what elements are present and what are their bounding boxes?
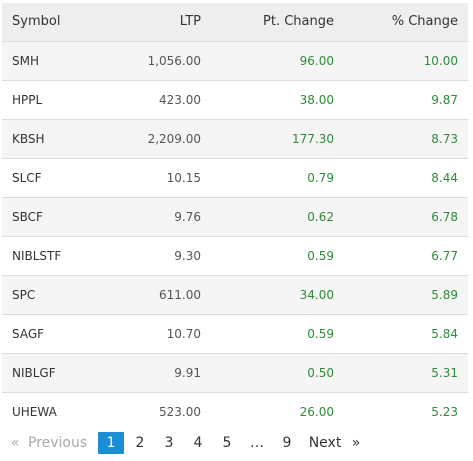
pagination-page-last[interactable]: 9 <box>282 434 292 451</box>
table-row: NIBLSTF 9.30 0.59 6.77 <box>2 236 468 275</box>
symbol-cell[interactable]: SAGF <box>12 326 45 341</box>
table-row: UHEWA 523.00 26.00 5.23 <box>2 392 468 431</box>
table-row: SPC 611.00 34.00 5.89 <box>2 275 468 314</box>
ltp-cell: 9.76 <box>174 209 201 224</box>
pagination-page-2[interactable]: 2 <box>135 434 145 451</box>
pagination-page-1[interactable]: 1 <box>98 431 124 454</box>
pagination-page-4[interactable]: 4 <box>193 434 203 451</box>
ltp-cell: 9.91 <box>174 365 201 380</box>
symbol-cell[interactable]: SBCF <box>12 209 43 224</box>
table-row: HPPL 423.00 38.00 9.87 <box>2 80 468 119</box>
symbol-cell[interactable]: HPPL <box>12 92 43 107</box>
pt-change-cell: 0.62 <box>307 209 334 224</box>
column-header-symbol[interactable]: Symbol <box>12 14 61 30</box>
pagination-next-button[interactable]: Next <box>308 434 342 451</box>
pagination-page-3[interactable]: 3 <box>164 434 174 451</box>
pct-change-cell: 10.00 <box>423 53 458 68</box>
pt-change-cell: 0.50 <box>307 365 334 380</box>
gainers-table: Symbol LTP Pt. Change % Change SMH 1,056… <box>2 3 468 431</box>
ltp-cell: 10.15 <box>166 170 201 185</box>
symbol-cell[interactable]: SPC <box>12 287 36 302</box>
table-header-row: Symbol LTP Pt. Change % Change <box>2 3 468 41</box>
pt-change-cell: 38.00 <box>299 92 334 107</box>
pt-change-cell: 96.00 <box>299 53 334 68</box>
pct-change-cell: 5.23 <box>431 404 458 419</box>
pagination-page-5[interactable]: 5 <box>222 434 232 451</box>
pt-change-cell: 34.00 <box>299 287 334 302</box>
symbol-cell[interactable]: UHEWA <box>12 404 57 419</box>
table-row: SBCF 9.76 0.62 6.78 <box>2 197 468 236</box>
ltp-cell: 9.30 <box>174 248 201 263</box>
pagination-previous-button: Previous <box>28 434 88 451</box>
symbol-cell[interactable]: NIBLSTF <box>12 248 62 263</box>
symbol-cell[interactable]: KBSH <box>12 131 45 146</box>
pct-change-cell: 5.89 <box>431 287 458 302</box>
pagination-next-arrow-icon[interactable]: » <box>351 434 361 451</box>
table-row: KBSH 2,209.00 177.30 8.73 <box>2 119 468 158</box>
pt-change-cell: 177.30 <box>292 131 334 146</box>
table-row: SAGF 10.70 0.59 5.84 <box>2 314 468 353</box>
pt-change-cell: 0.59 <box>307 326 334 341</box>
column-header-pct-change[interactable]: % Change <box>391 14 458 30</box>
pct-change-cell: 8.73 <box>431 131 458 146</box>
pct-change-cell: 9.87 <box>431 92 458 107</box>
table-row: SMH 1,056.00 96.00 10.00 <box>2 41 468 80</box>
ltp-cell: 1,056.00 <box>147 53 201 68</box>
column-header-pt-change[interactable]: Pt. Change <box>263 14 334 30</box>
symbol-cell[interactable]: NIBLGF <box>12 365 56 380</box>
pt-change-cell: 26.00 <box>299 404 334 419</box>
table-body: SMH 1,056.00 96.00 10.00 HPPL 423.00 38.… <box>2 41 468 431</box>
pagination: « Previous 1 2 3 4 5 … 9 Next » <box>2 431 365 454</box>
symbol-cell[interactable]: SMH <box>12 53 39 68</box>
pct-change-cell: 6.77 <box>431 248 458 263</box>
pagination-ellipsis: … <box>250 434 264 451</box>
ltp-cell: 10.70 <box>166 326 201 341</box>
pct-change-cell: 8.44 <box>431 170 458 185</box>
ltp-cell: 523.00 <box>159 404 201 419</box>
gainers-table-container: Symbol LTP Pt. Change % Change SMH 1,056… <box>2 3 468 431</box>
pct-change-cell: 5.31 <box>431 365 458 380</box>
ltp-cell: 2,209.00 <box>147 131 201 146</box>
ltp-cell: 423.00 <box>159 92 201 107</box>
pct-change-cell: 5.84 <box>431 326 458 341</box>
pt-change-cell: 0.79 <box>307 170 334 185</box>
pt-change-cell: 0.59 <box>307 248 334 263</box>
ltp-cell: 611.00 <box>159 287 201 302</box>
pagination-prev-arrow-icon: « <box>10 434 20 451</box>
table-row: NIBLGF 9.91 0.50 5.31 <box>2 353 468 392</box>
symbol-cell[interactable]: SLCF <box>12 170 42 185</box>
table-header: Symbol LTP Pt. Change % Change <box>2 3 468 41</box>
column-header-ltp[interactable]: LTP <box>179 14 201 30</box>
pct-change-cell: 6.78 <box>431 209 458 224</box>
table-row: SLCF 10.15 0.79 8.44 <box>2 158 468 197</box>
